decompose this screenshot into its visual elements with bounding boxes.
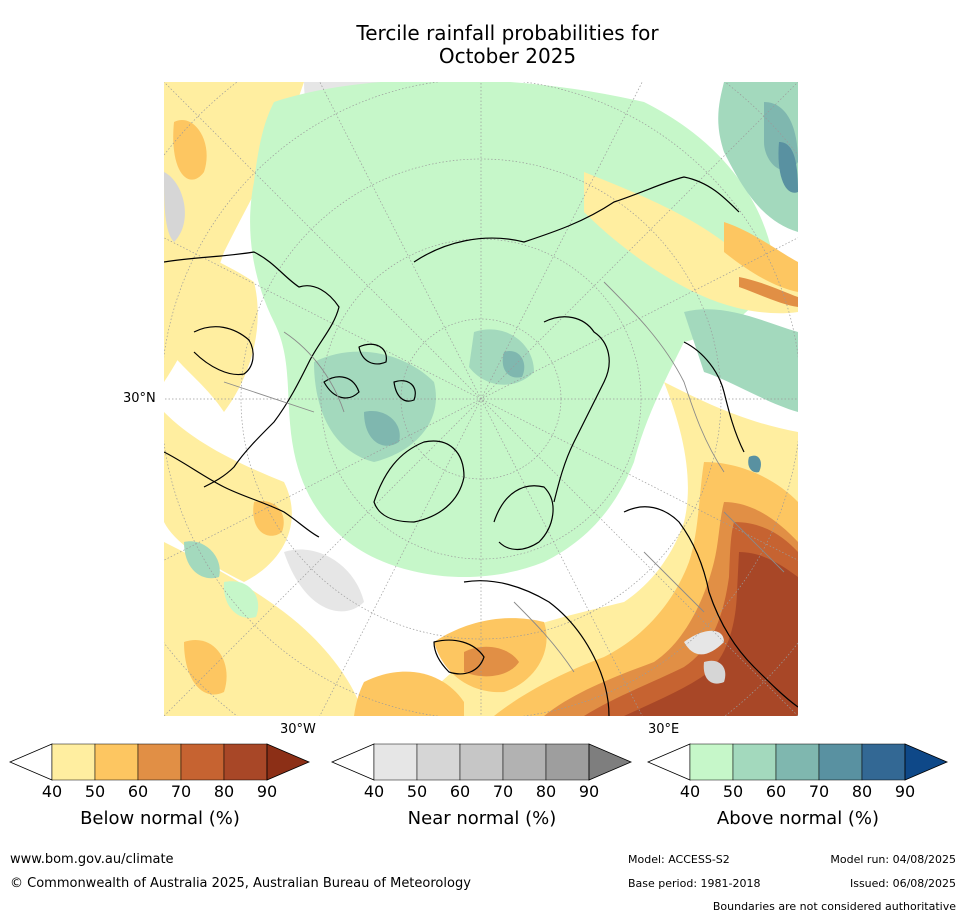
lon-label-30w: 30°W <box>280 722 316 737</box>
map-title: Tercile rainfall probabilities for Octob… <box>300 22 715 68</box>
lon-label-30e: 30°E <box>648 722 680 737</box>
tick: 70 <box>808 782 830 801</box>
colorbar-below-ticks: 40 50 60 70 80 90 <box>10 782 310 802</box>
colorbar-below-label: Below normal (%) <box>80 808 240 829</box>
tick: 60 <box>449 782 471 801</box>
tick: 60 <box>765 782 787 801</box>
model-run-date: Model run: 04/08/2025 <box>830 853 956 866</box>
issued-date: Issued: 06/08/2025 <box>849 877 956 890</box>
website-link[interactable]: www.bom.gov.au/climate <box>10 852 174 867</box>
probability-map <box>164 82 798 716</box>
title-line-1: Tercile rainfall probabilities for <box>356 21 659 45</box>
colorbar-above-normal <box>646 743 949 781</box>
tick: 70 <box>492 782 514 801</box>
colorbar-near-normal <box>330 743 633 781</box>
tick: 40 <box>363 782 385 801</box>
colorbar-above-label: Above normal (%) <box>716 808 880 829</box>
colorbar-near-ticks: 40 50 60 70 80 90 <box>332 782 632 802</box>
colorbar-near-label: Near normal (%) <box>407 808 557 829</box>
tick: 80 <box>535 782 557 801</box>
tick: 50 <box>722 782 744 801</box>
tick: 60 <box>127 782 149 801</box>
tick: 40 <box>41 782 63 801</box>
lat-label-30n: 30°N <box>123 391 156 406</box>
copyright-text: © Commonwealth of Australia 2025, Austra… <box>10 876 471 891</box>
tick: 90 <box>256 782 278 801</box>
tick: 50 <box>406 782 428 801</box>
tick: 90 <box>894 782 916 801</box>
tick: 40 <box>679 782 701 801</box>
colorbar-above-ticks: 40 50 60 70 80 90 <box>648 782 948 802</box>
tick: 70 <box>170 782 192 801</box>
title-line-2: October 2025 <box>438 44 577 68</box>
tick: 90 <box>578 782 600 801</box>
colorbar-below-normal <box>8 743 311 781</box>
model-name: Model: ACCESS-S2 <box>628 853 730 866</box>
tick: 80 <box>213 782 235 801</box>
tick: 50 <box>84 782 106 801</box>
boundaries-disclaimer: Boundaries are not considered authoritat… <box>712 900 956 913</box>
tick: 80 <box>851 782 873 801</box>
base-period: Base period: 1981-2018 <box>628 877 761 890</box>
